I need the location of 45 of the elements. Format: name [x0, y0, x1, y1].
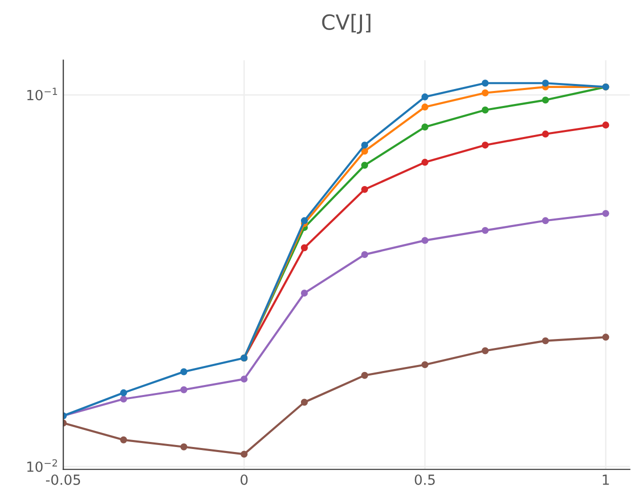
point [421, 124, 428, 130]
point [361, 372, 368, 379]
point [482, 226, 489, 234]
point [542, 80, 549, 87]
chart-title: CV[J] [322, 14, 370, 34]
x-tick-label: 1 [602, 474, 609, 485]
point [602, 334, 610, 341]
point [421, 361, 428, 368]
x-tick-label: 0 [240, 474, 248, 485]
point [240, 450, 248, 458]
point [602, 122, 610, 129]
point [361, 148, 368, 155]
point [421, 236, 428, 244]
point [120, 396, 128, 402]
point [542, 96, 549, 104]
point [300, 217, 308, 224]
x-tick-label: -0.05 [46, 474, 80, 485]
point [180, 368, 188, 376]
point [361, 186, 368, 193]
y-tick-label: 10$^{−2}$ [27, 459, 57, 472]
point [542, 130, 549, 138]
point [421, 158, 428, 166]
point [300, 244, 308, 252]
point [180, 386, 188, 394]
point [120, 436, 128, 444]
point [361, 162, 368, 169]
point [482, 142, 489, 149]
point [542, 217, 549, 224]
point [482, 80, 489, 87]
point [361, 142, 368, 149]
point [180, 443, 188, 450]
y-tick-label: 10$^{−1}$ [27, 88, 58, 100]
point [482, 106, 489, 114]
point [482, 89, 489, 96]
point [421, 93, 428, 100]
point [421, 104, 428, 110]
point [602, 210, 610, 217]
point [542, 337, 549, 344]
point [240, 376, 248, 383]
point [300, 290, 308, 297]
point [300, 398, 308, 406]
point [120, 389, 128, 396]
x-tick-label: 0.5 [414, 474, 435, 485]
point [482, 347, 489, 354]
point [361, 251, 368, 258]
